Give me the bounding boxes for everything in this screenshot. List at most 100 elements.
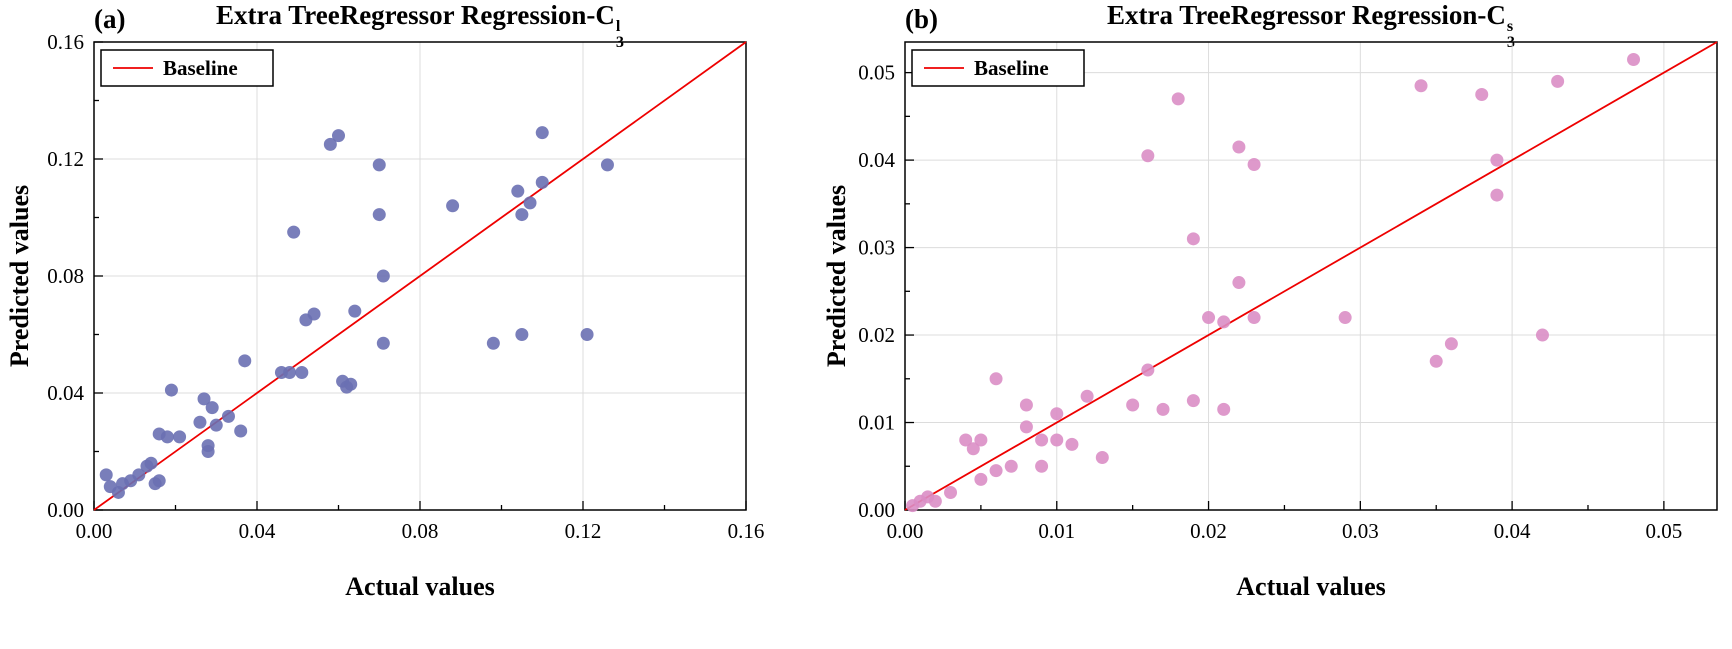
svg-text:0.04: 0.04 [1494, 519, 1531, 543]
panel-a: (a) Extra TreeRegressor Regression-C l 3 P… [0, 0, 780, 649]
data-point [99, 468, 113, 482]
chart-title-superscript: l [615, 17, 621, 36]
data-point [535, 175, 549, 189]
scatter-points [906, 52, 1641, 513]
data-point [1035, 433, 1049, 447]
data-point [1095, 451, 1109, 465]
svg-text:0.16: 0.16 [47, 30, 84, 54]
data-point [1035, 459, 1049, 473]
data-point [580, 328, 594, 341]
data-point [1202, 311, 1216, 325]
tick-labels: 0.00 0.04 0.08 0.12 0.16 0.00 0.04 0.08 0.12 0.16 [47, 30, 764, 543]
data-point [164, 383, 178, 397]
svg-text:0.00: 0.00 [887, 519, 924, 543]
data-point [1551, 74, 1565, 88]
data-point [1141, 149, 1155, 163]
data-point [1414, 79, 1428, 93]
data-point [348, 304, 362, 318]
svg-text:0.12: 0.12 [565, 519, 602, 543]
data-point [234, 424, 248, 438]
chart-svg: 0.00 0.04 0.08 0.12 0.16 0.00 0.04 0.08 0.12 0.16… [47, 30, 764, 543]
tick-labels: 0.00 0.01 0.02 0.03 0.04 0.05 0.00 0.01 0.02 0.03… [858, 61, 1682, 543]
svg-text:0.01: 0.01 [1038, 519, 1075, 543]
data-point [523, 196, 537, 210]
data-point [515, 208, 529, 222]
data-point [1156, 402, 1170, 416]
data-point [201, 445, 215, 458]
data-point [1232, 276, 1246, 290]
data-point [989, 372, 1003, 386]
data-point [1247, 311, 1261, 325]
svg-text:0.04: 0.04 [239, 519, 276, 543]
data-point [1490, 188, 1504, 202]
data-point [152, 474, 166, 488]
data-point [238, 354, 252, 368]
plot-border [904, 41, 1718, 511]
data-point [1490, 153, 1504, 167]
data-point [1186, 232, 1200, 246]
data-point [287, 225, 301, 239]
chart-title-superscript: s [1506, 17, 1514, 36]
svg-text:0.05: 0.05 [858, 61, 895, 85]
svg-text:0.16: 0.16 [728, 519, 765, 543]
data-point [344, 377, 358, 391]
svg-text:0.04: 0.04 [47, 381, 84, 405]
data-point [1475, 87, 1489, 101]
svg-text:0.12: 0.12 [47, 147, 84, 171]
svg-text:0.05: 0.05 [1646, 519, 1683, 543]
baseline-line [93, 41, 747, 511]
data-point [1004, 459, 1018, 473]
panel-label-a: (a) [94, 4, 126, 34]
data-point [221, 409, 235, 423]
data-point [173, 430, 187, 444]
data-point [1080, 389, 1094, 403]
svg-text:0.04: 0.04 [858, 148, 895, 172]
data-point [372, 208, 386, 222]
data-point [1126, 398, 1140, 412]
data-point [332, 129, 345, 143]
data-point [376, 269, 390, 283]
svg-text:0.08: 0.08 [47, 264, 84, 288]
data-point [1338, 311, 1352, 325]
data-point [295, 366, 309, 380]
svg-text:0.03: 0.03 [1342, 519, 1379, 543]
data-point [283, 366, 297, 380]
data-point [197, 392, 211, 406]
svg-text:0.00: 0.00 [76, 519, 113, 543]
data-point [928, 494, 942, 508]
data-point [989, 464, 1003, 478]
x-axis-title-b: Actual values [1236, 572, 1386, 601]
svg-text:0.08: 0.08 [402, 519, 439, 543]
data-point [1429, 354, 1443, 368]
panel-label-b: (b) [905, 4, 938, 34]
baseline-line [904, 41, 1718, 511]
data-point [966, 442, 980, 456]
data-point [515, 328, 529, 341]
svg-text:0.00: 0.00 [858, 498, 895, 522]
data-point [1232, 140, 1246, 154]
x-axis-title-a: Actual values [345, 572, 495, 601]
chart-title-b: Extra TreeRegressor Regression-C s 3 [905, 0, 1717, 51]
data-point [132, 468, 146, 482]
chart-title-a: Extra TreeRegressor Regression-C l 3 [94, 0, 746, 51]
data-point [1535, 328, 1549, 342]
data-point [600, 158, 614, 172]
data-point [1217, 315, 1231, 329]
legend-label: Baseline [974, 56, 1049, 80]
chart-title-text: Extra TreeRegressor Regression-C [1106, 0, 1506, 30]
data-point [1050, 407, 1064, 421]
chart-svg: 0.00 0.01 0.02 0.03 0.04 0.05 0.00 0.01 0.02 0.03… [858, 41, 1718, 543]
svg-text:0.00: 0.00 [47, 498, 84, 522]
data-point [323, 137, 337, 151]
data-point [205, 401, 219, 415]
svg-text:0.03: 0.03 [858, 236, 895, 260]
data-point [209, 418, 223, 432]
scatter-points [99, 126, 614, 499]
data-point [372, 158, 386, 172]
data-point [446, 199, 460, 213]
data-point [160, 430, 174, 444]
data-point [1247, 157, 1261, 171]
data-point [974, 433, 988, 447]
data-point [376, 336, 390, 350]
